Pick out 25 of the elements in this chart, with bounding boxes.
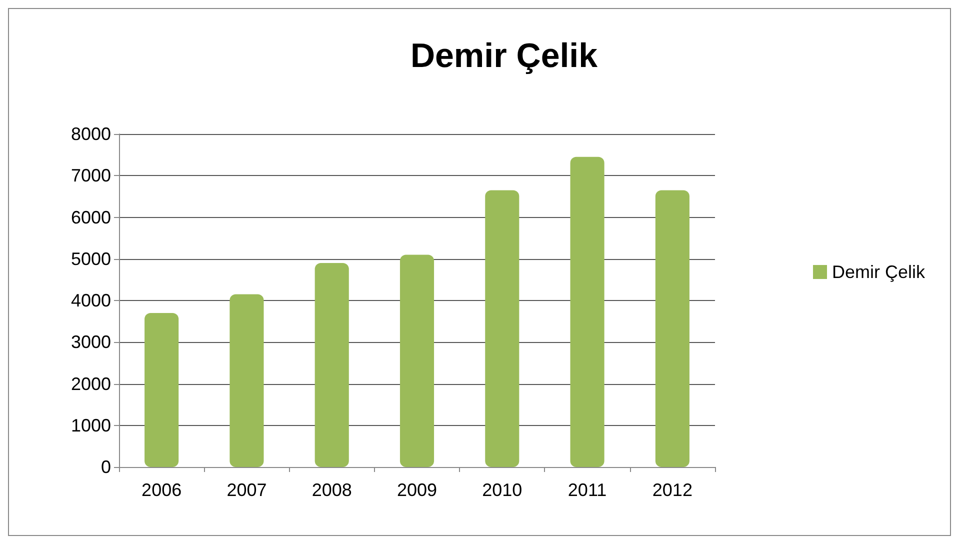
x-tick-label: 2006 xyxy=(142,480,182,500)
chart-title: Demir Çelik xyxy=(410,37,598,75)
y-tick-label: 1000 xyxy=(70,415,111,436)
x-tick-label: 2011 xyxy=(568,480,607,500)
bar xyxy=(314,263,349,467)
bar xyxy=(144,312,179,467)
y-tick-label: 7000 xyxy=(70,166,111,186)
x-tick-label: 2008 xyxy=(312,480,352,500)
x-tick-label: 2010 xyxy=(482,480,522,500)
legend-label: Demir Çelik xyxy=(832,262,926,282)
y-tick-label: 3000 xyxy=(70,332,111,352)
x-tick-label: 2009 xyxy=(396,480,438,500)
x-tick-label: 2012 xyxy=(652,480,692,500)
bar xyxy=(400,254,434,467)
bar xyxy=(655,190,690,467)
y-tick-label: 6000 xyxy=(70,207,111,228)
x-tick-label: 2007 xyxy=(226,480,267,500)
y-tick-label: 0 xyxy=(100,457,111,477)
bar xyxy=(485,190,520,467)
y-tick-label: 4000 xyxy=(70,290,111,310)
y-tick-label: 2000 xyxy=(70,374,111,394)
y-tick-label: 5000 xyxy=(70,248,111,269)
y-tick-label: 8000 xyxy=(70,124,111,144)
bar xyxy=(230,294,264,467)
bar xyxy=(570,156,604,467)
